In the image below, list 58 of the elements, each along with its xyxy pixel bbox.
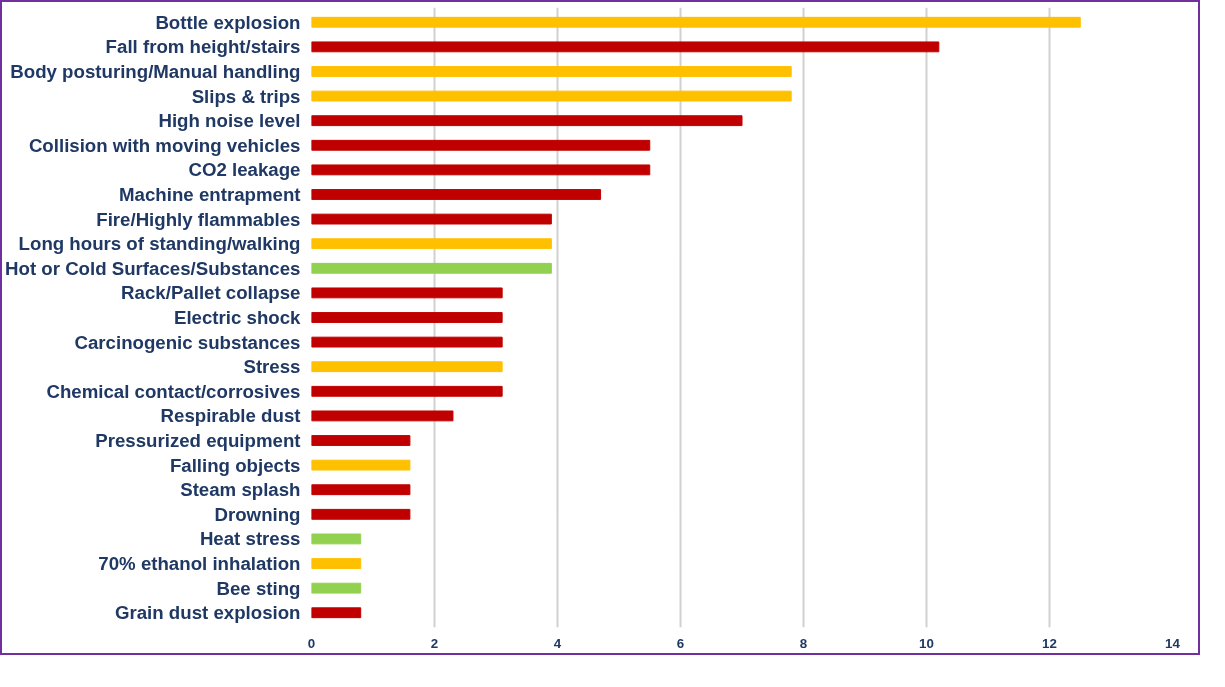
y-tick-label: Chemical contact/corrosives [46, 380, 301, 402]
bar [311, 508, 411, 520]
y-tick-label: Slips & trips [191, 85, 301, 107]
bar [311, 90, 792, 102]
bar [311, 459, 411, 471]
bar [311, 385, 503, 397]
x-tick-label: 14 [1165, 635, 1181, 651]
bar [311, 533, 362, 545]
y-tick-label: Body posturing/Manual handling [10, 60, 301, 82]
bar [311, 312, 503, 323]
y-tick-label: Rack/Pallet collapse [121, 282, 301, 304]
y-tick-label: Bee sting [216, 577, 301, 599]
y-tick-label: Pressurized equipment [95, 430, 301, 452]
y-tick-label: Heat stress [199, 528, 301, 550]
bar [311, 213, 552, 225]
y-tick-label: Steam splash [180, 479, 301, 501]
bar [311, 435, 411, 446]
bar [311, 336, 503, 348]
bar [311, 262, 552, 274]
bar [311, 410, 454, 422]
bar [311, 238, 552, 250]
x-tick-label: 10 [919, 635, 934, 651]
bar [311, 189, 602, 200]
y-tick-label: 70% ethanol inhalation [98, 553, 301, 575]
bar [311, 41, 940, 53]
y-tick-label: CO2 leakage [188, 159, 301, 181]
x-tick-label: 6 [676, 635, 685, 651]
y-tick-label: Falling objects [169, 454, 301, 476]
y-tick-label: Drowning [214, 503, 301, 525]
bar [311, 582, 362, 594]
y-tick-label: Respirable dust [160, 405, 301, 427]
y-tick-label: Fire/Highly flammables [96, 208, 301, 230]
y-tick-label: Fall from height/stairs [105, 36, 301, 58]
y-tick-label: Carcinogenic substances [74, 331, 301, 353]
x-tick-label: 4 [553, 635, 562, 651]
y-tick-label: Bottle explosion [155, 11, 301, 33]
bar [311, 66, 792, 77]
x-tick-label: 8 [799, 635, 808, 651]
bar [311, 361, 503, 373]
y-tick-label: Stress [243, 356, 301, 378]
bar [311, 115, 743, 127]
x-tick-label: 12 [1042, 635, 1057, 651]
bar [311, 558, 362, 569]
y-tick-label: High noise level [158, 110, 301, 132]
y-tick-label: Electric shock [173, 307, 302, 328]
bar [311, 484, 411, 496]
bar [311, 287, 503, 299]
bar [311, 607, 362, 619]
bar [311, 164, 651, 176]
bar [311, 16, 1081, 28]
y-tick-label: Machine entrapment [119, 183, 301, 205]
x-tick-label: 2 [430, 635, 439, 651]
y-tick-label: Hot or Cold Surfaces/Substances [5, 257, 301, 279]
x-tick-label: 0 [307, 635, 316, 651]
y-tick-label: Long hours of standing/walking [18, 233, 301, 255]
y-tick-label: Collision with moving vehicles [28, 134, 301, 156]
bar [311, 139, 651, 151]
y-tick-label: Grain dust explosion [114, 602, 301, 624]
